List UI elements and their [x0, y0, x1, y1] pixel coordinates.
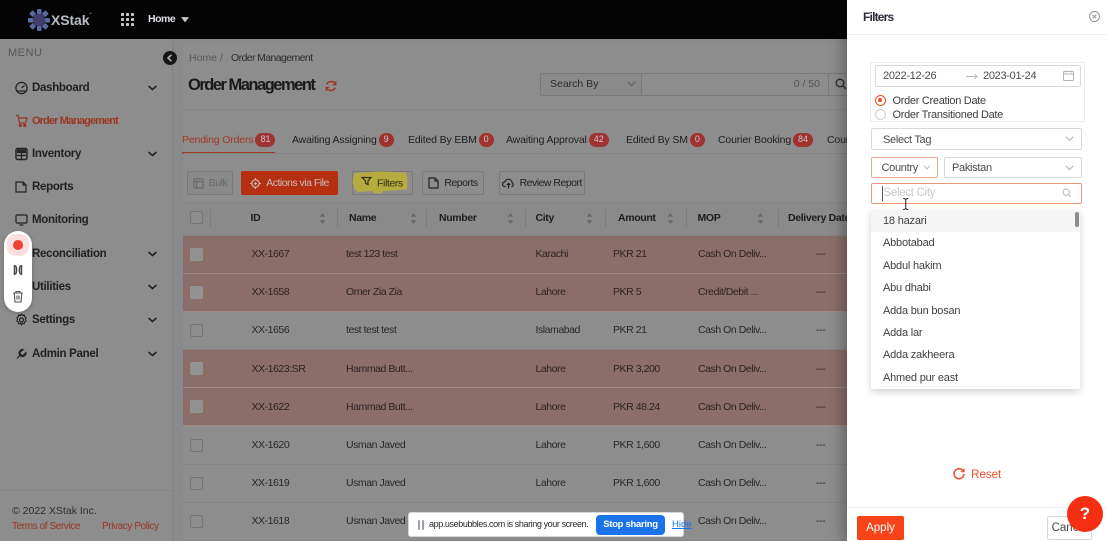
svg-text:Filters: Filters: [377, 178, 403, 190]
